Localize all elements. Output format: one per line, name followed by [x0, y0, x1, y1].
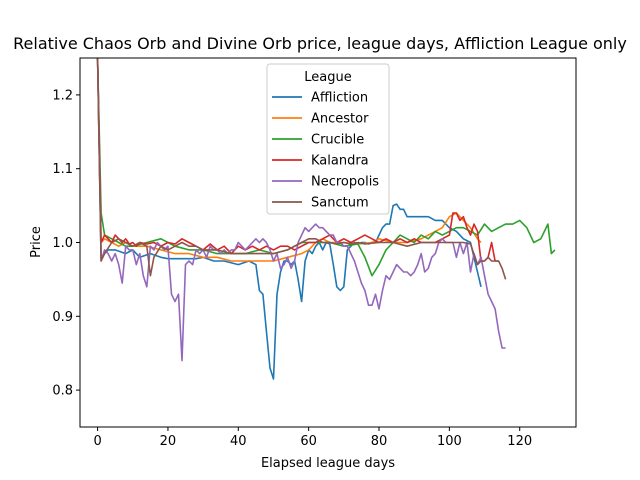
- x-tick-label: 80: [371, 434, 388, 449]
- legend-label-ancestor: Ancestor: [311, 112, 369, 127]
- legend: League Affliction Ancestor Crucible Kalandr…: [266, 63, 390, 215]
- x-axis-label: Elapsed league days: [261, 456, 395, 471]
- x-tick-label: 60: [300, 434, 317, 449]
- x-axis: 0 20 40 60 80 100 120: [93, 427, 532, 449]
- legend-label-kalandra: Kalandra: [311, 154, 369, 169]
- y-tick-label: 0.9: [52, 310, 73, 325]
- legend-title: League: [304, 70, 351, 85]
- legend-label-affliction: Affliction: [311, 91, 368, 106]
- legend-items: Affliction Ancestor Crucible Kalandra Necrop…: [272, 91, 379, 211]
- x-tick-label: 100: [437, 434, 462, 449]
- series-line-ancestor: [96, 58, 482, 262]
- y-tick-label: 1.0: [52, 236, 73, 251]
- y-axis-label: Price: [29, 226, 44, 258]
- chart-title: Relative Chaos Orb and Divine Orb price,…: [13, 34, 627, 53]
- y-tick-label: 0.8: [52, 384, 73, 399]
- legend-label-necropolis: Necropolis: [311, 175, 379, 190]
- x-tick-label: 40: [230, 434, 247, 449]
- y-tick-label: 1.1: [52, 162, 73, 177]
- x-tick-label: 0: [93, 434, 101, 449]
- legend-box: [266, 63, 390, 215]
- y-tick-label: 1.2: [52, 88, 73, 103]
- legend-label-crucible: Crucible: [311, 133, 364, 148]
- series-line-sanctum: [96, 58, 507, 280]
- x-tick-label: 120: [507, 434, 532, 449]
- x-tick-label: 20: [160, 434, 177, 449]
- series-layer: [96, 58, 556, 380]
- legend-label-sanctum: Sanctum: [311, 196, 369, 211]
- y-axis: 0.8 0.9 1.0 1.1 1.2: [52, 88, 80, 399]
